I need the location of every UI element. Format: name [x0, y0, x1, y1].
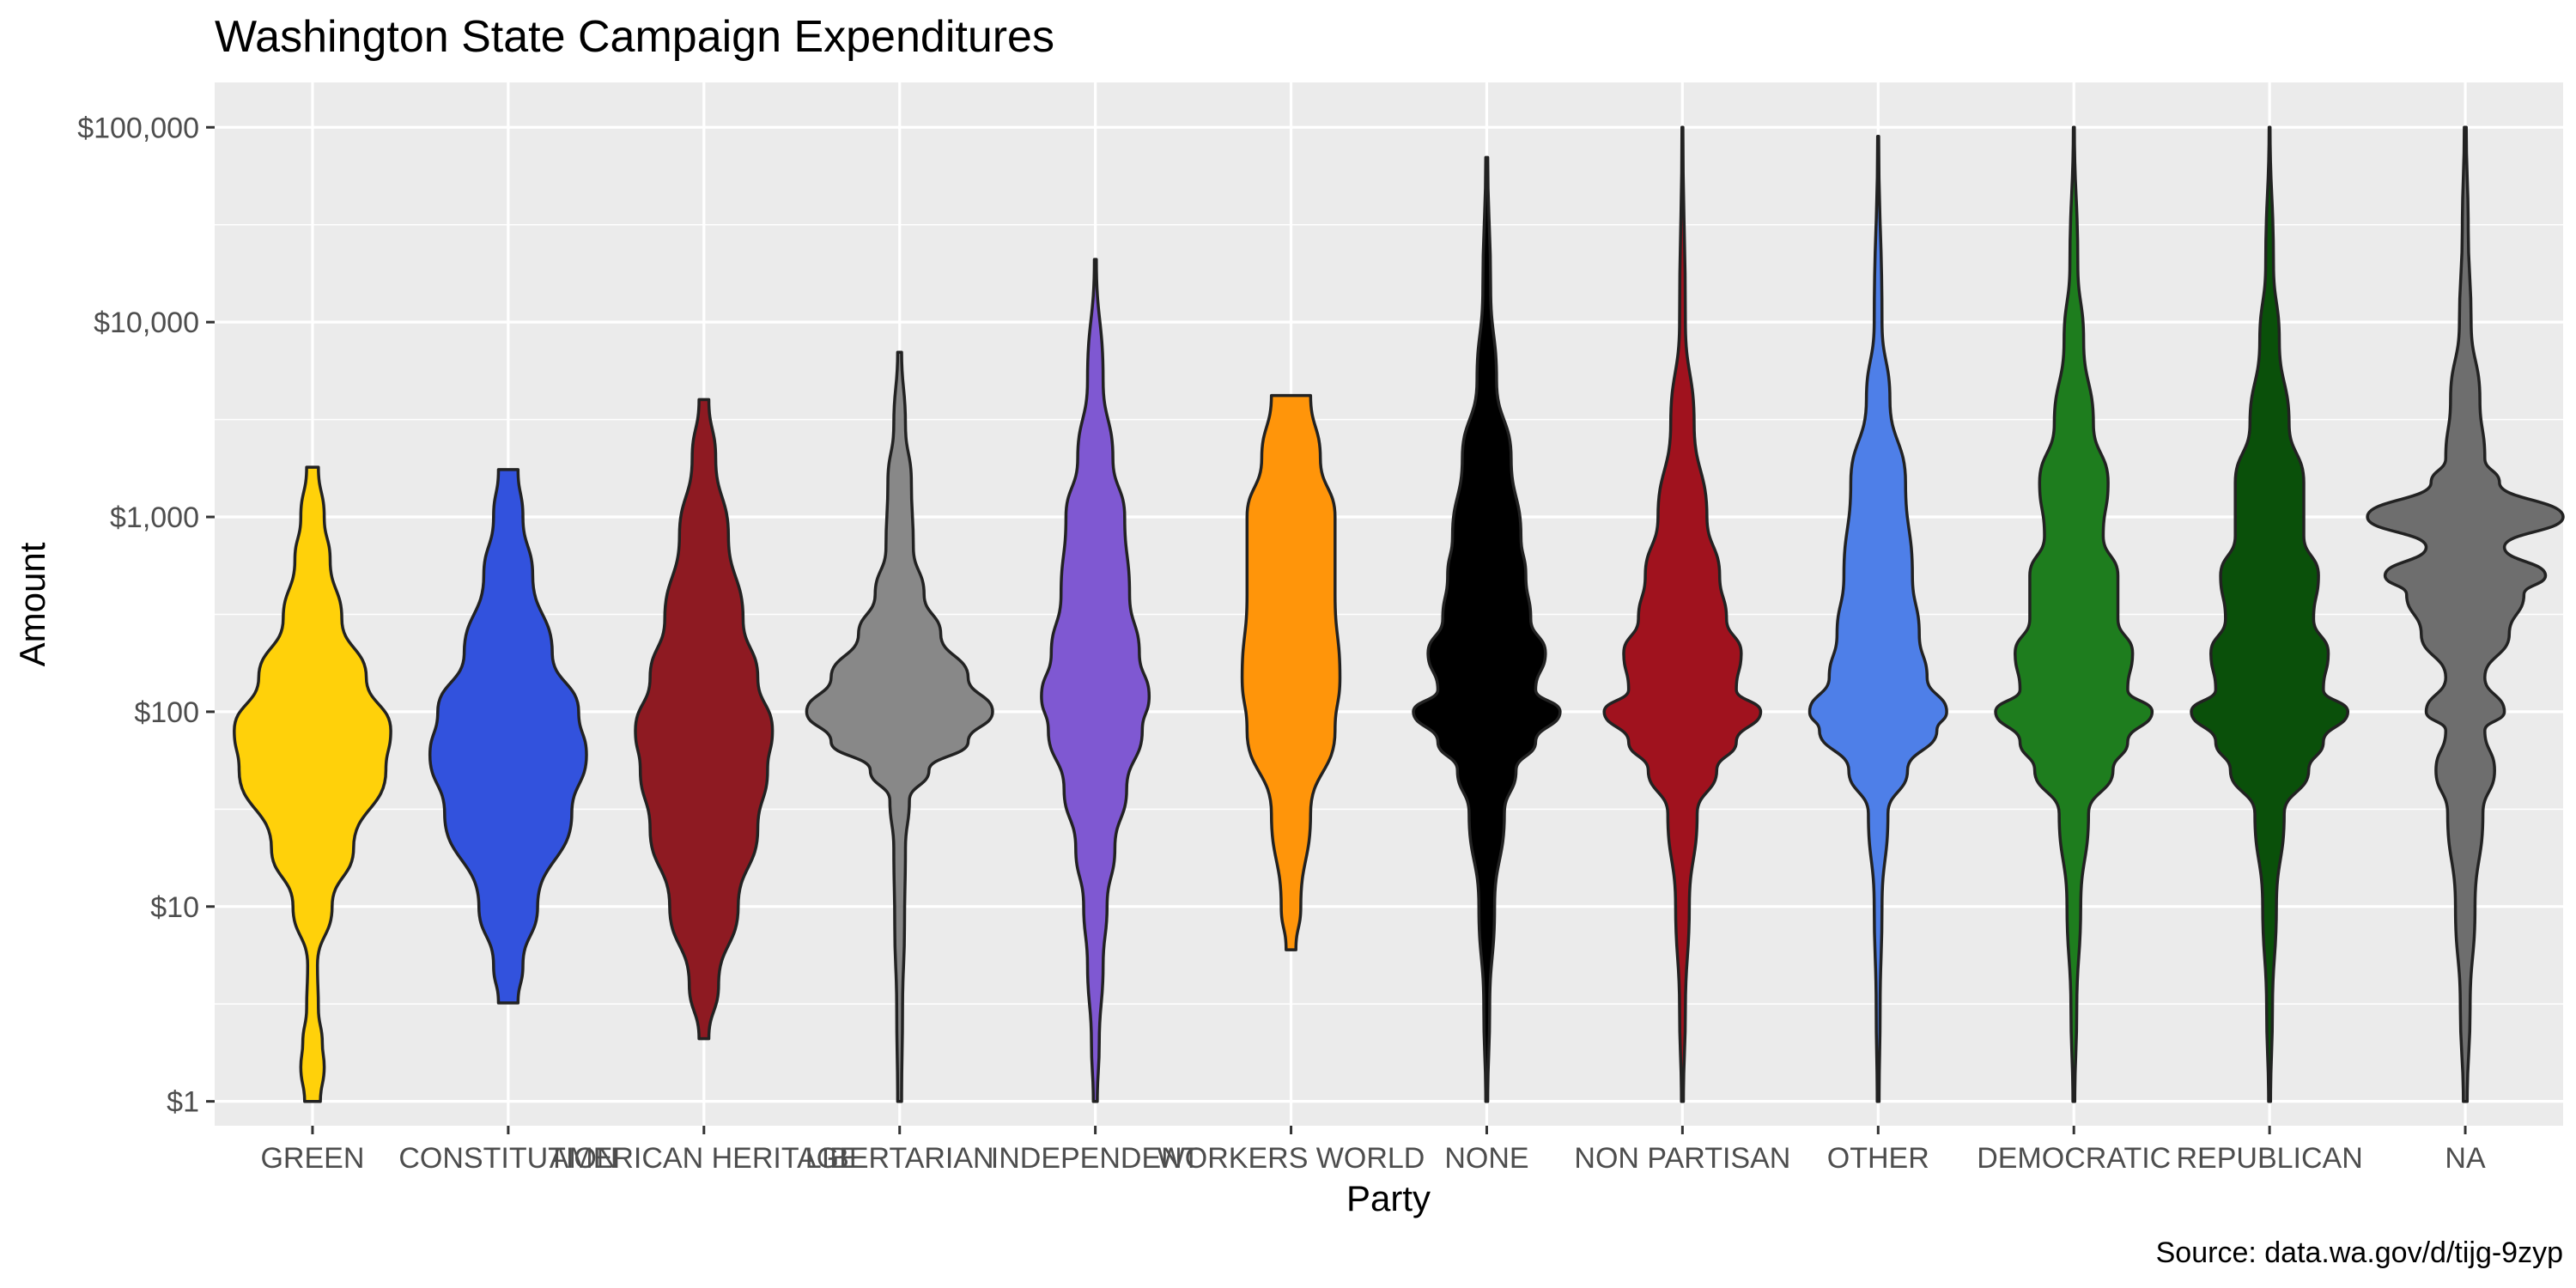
violin-democratic — [1994, 125, 2154, 1103]
x-tick-label: NONE — [1444, 1142, 1528, 1175]
y-tick-label: $10,000 — [94, 307, 199, 339]
x-tick-label: DEMOCRATIC — [1977, 1142, 2171, 1175]
y-tick-label: $100,000 — [77, 112, 199, 144]
violin-green — [233, 465, 392, 1103]
x-axis-label: Party — [1346, 1178, 1431, 1218]
y-tick-label: $1 — [167, 1086, 199, 1119]
violin-none — [1412, 155, 1562, 1103]
x-tick-label: LIBERTARIAN — [805, 1142, 994, 1175]
x-tick-label: NON PARTISAN — [1574, 1142, 1790, 1175]
y-axis-label: Amount — [12, 542, 52, 666]
y-tick-label: $10 — [150, 891, 199, 924]
violin-non-partisan — [1602, 125, 1763, 1103]
y-tick-label: $100 — [134, 696, 199, 729]
x-tick-label: REPUBLICAN — [2176, 1142, 2362, 1175]
y-axis: $1 $10 $100 $1,000 $10,000 $100,000 — [77, 112, 215, 1119]
violin-workers-world — [1240, 393, 1342, 951]
chart-caption: Source: data.wa.gov/d/tijg-9zyp — [2156, 1236, 2563, 1269]
y-tick-label: $1,000 — [110, 501, 199, 534]
violin-libertarian — [805, 350, 994, 1103]
x-tick-label: CONSTITUTION — [398, 1142, 617, 1175]
x-tick-label: AMERICAN HERITAGE — [550, 1142, 859, 1175]
plot-panel — [215, 82, 2563, 1126]
violin-independent — [1040, 258, 1151, 1103]
violins — [233, 125, 2565, 1103]
x-tick-label: INDEPENDENT — [991, 1142, 1200, 1175]
violin-republican — [2190, 125, 2350, 1103]
x-tick-label: OTHER — [1827, 1142, 1929, 1175]
violin-na — [2366, 125, 2565, 1103]
x-tick-label: NA — [2445, 1142, 2486, 1175]
chart-title: Washington State Campaign Expenditures — [215, 12, 1054, 62]
x-tick-label: GREEN — [260, 1142, 364, 1175]
x-tick-label: WORKERS WORLD — [1157, 1142, 1425, 1175]
violin-american-heritage — [634, 398, 775, 1041]
violin-constitution — [428, 468, 588, 1005]
violin-other — [1807, 134, 1948, 1103]
